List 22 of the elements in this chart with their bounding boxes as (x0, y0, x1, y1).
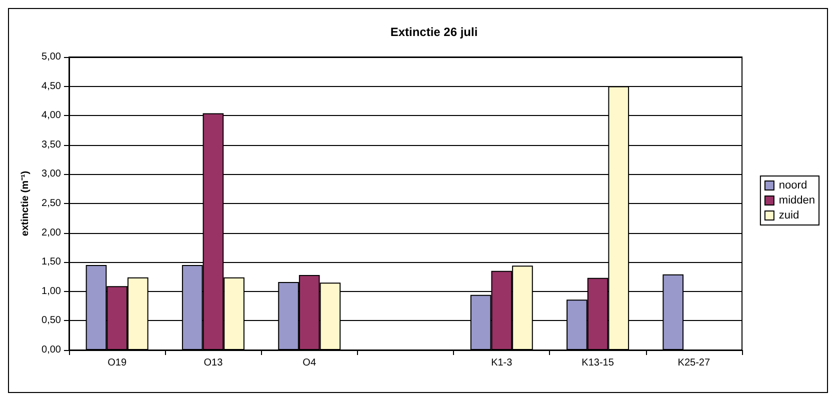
y-tick-label: 4,00 (42, 110, 62, 122)
y-tick-label: 0,00 (42, 344, 62, 356)
x-tick-label: K1-3 (491, 358, 513, 368)
x-tick-label: O4 (302, 358, 316, 368)
y-tick-label: 4,50 (42, 80, 62, 92)
y-tick-label: 3,00 (42, 168, 62, 180)
y-tick-label: 2,50 (42, 198, 62, 209)
legend-label: noord (778, 180, 808, 192)
x-tick-label: K25-27 (678, 358, 710, 368)
y-tick-label: 2,00 (42, 227, 62, 238)
y-axis-title: extinctie (m⁻¹) (20, 170, 32, 236)
y-tick-label: 0,50 (42, 315, 62, 326)
x-tick-label: O13 (204, 358, 224, 368)
legend-label: midden (778, 194, 815, 206)
y-tick-label: 1,50 (42, 256, 62, 268)
legend-label: zuid (778, 210, 800, 222)
y-tick-label: 3,50 (42, 139, 62, 150)
x-tick-label: O19 (108, 358, 127, 368)
y-tick-label: 5,00 (42, 52, 62, 62)
y-tick-label: 1,00 (42, 286, 62, 297)
x-tick-label: K13-15 (582, 358, 614, 368)
chart-title: Extinctie 26 juli (390, 25, 478, 39)
